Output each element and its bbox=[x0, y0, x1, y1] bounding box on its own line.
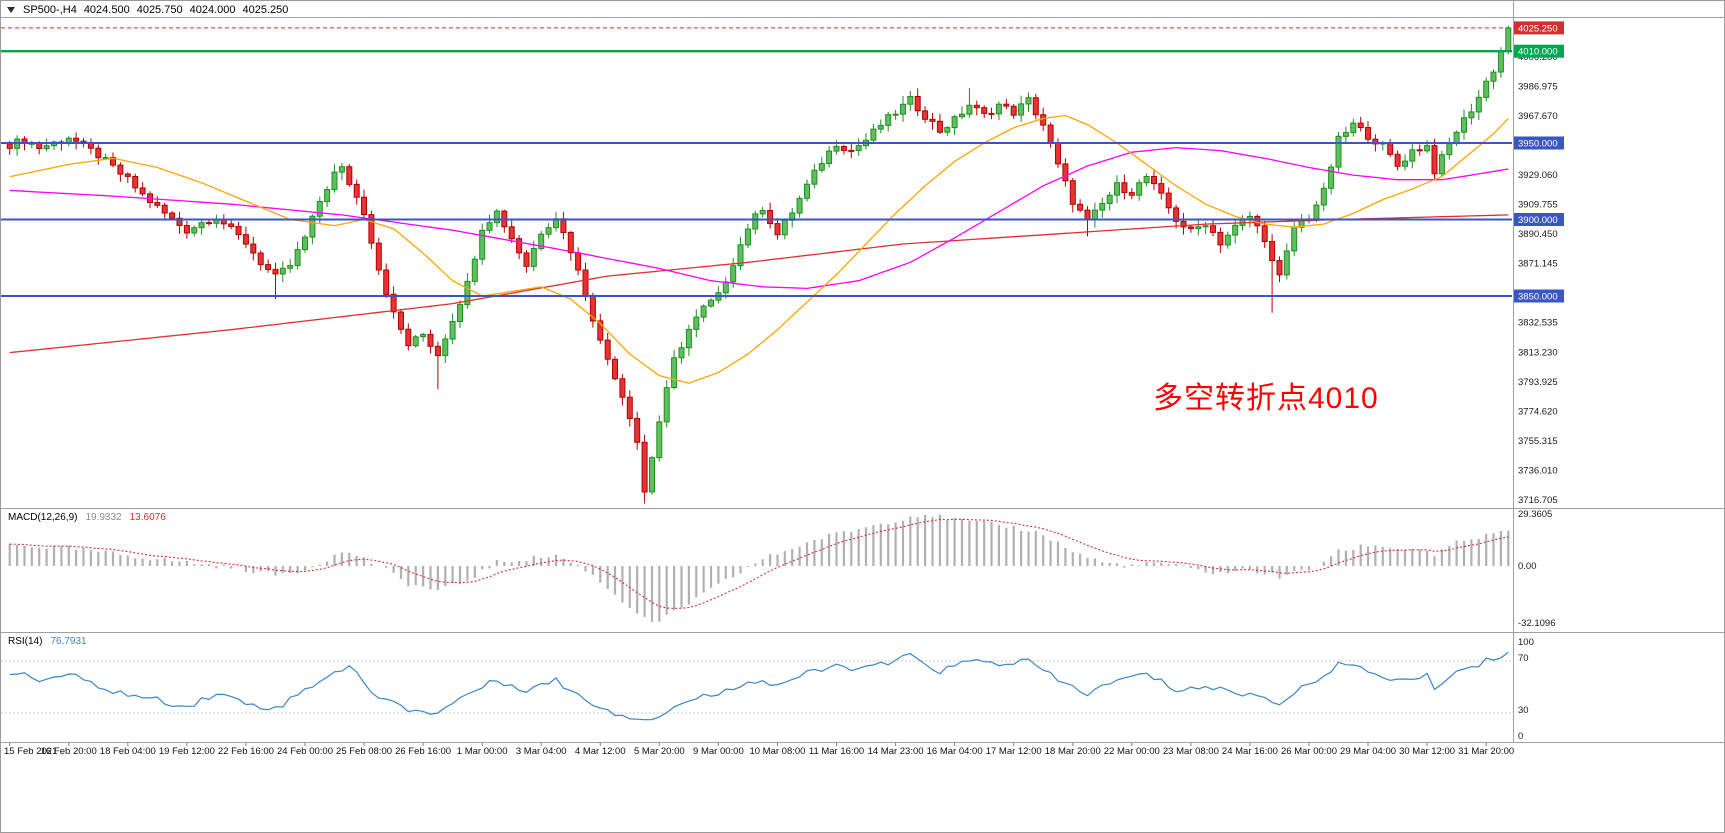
time-axis-label: 11 Mar 16:00 bbox=[808, 746, 865, 757]
ma-slow-red bbox=[9, 214, 1509, 354]
svg-text:3793.925: 3793.925 bbox=[1518, 377, 1558, 388]
svg-text:3755.315: 3755.315 bbox=[1518, 436, 1558, 447]
time-axis-label: 3 Mar 04:00 bbox=[515, 746, 567, 757]
horizontal-levels-layer[interactable] bbox=[1, 50, 1512, 297]
time-axis-label: 31 Mar 20:00 bbox=[1458, 746, 1515, 757]
time-axis-label: 18 Feb 04:00 bbox=[99, 746, 156, 757]
time-axis-label: 17 Mar 12:00 bbox=[985, 746, 1042, 757]
time-axis-label: 10 Mar 08:00 bbox=[749, 746, 806, 757]
rsi-panel[interactable]: 100 70 30 0 bbox=[1, 637, 1534, 742]
svg-text:100: 100 bbox=[1518, 637, 1534, 648]
chart-canvas[interactable]: 4006.2803986.9753967.6703929.0603909.755… bbox=[1, 1, 1725, 761]
macd-indicator-label: MACD(12,26,9) 19.9332 13.6076 bbox=[8, 512, 166, 523]
macd-name: MACD(12,26,9) bbox=[8, 512, 78, 523]
time-axis-label: 26 Mar 00:00 bbox=[1280, 746, 1337, 757]
macd-panel[interactable]: 29.3605 0.00 -32.1096 bbox=[8, 509, 1556, 629]
time-axis-label: 18 Mar 20:00 bbox=[1044, 746, 1101, 757]
ohlc-high: 4025.750 bbox=[136, 4, 183, 16]
time-ticks bbox=[9, 742, 1487, 746]
svg-text:3736.010: 3736.010 bbox=[1518, 465, 1558, 476]
time-axis-label: 5 Mar 20:00 bbox=[633, 746, 685, 757]
svg-text:30: 30 bbox=[1518, 705, 1529, 716]
time-axis-label: 16 Mar 04:00 bbox=[926, 746, 983, 757]
svg-text:0.00: 0.00 bbox=[1518, 561, 1537, 572]
svg-text:3950.000: 3950.000 bbox=[1518, 139, 1558, 150]
svg-text:3774.620: 3774.620 bbox=[1518, 406, 1558, 417]
price-axis[interactable]: 4006.2803986.9753967.6703929.0603909.755… bbox=[1514, 21, 1564, 506]
svg-text:3900.000: 3900.000 bbox=[1518, 215, 1558, 226]
svg-text:3871.145: 3871.145 bbox=[1518, 259, 1558, 270]
time-axis-label: 16 Feb 20:00 bbox=[40, 746, 97, 757]
chart-text-annotation[interactable]: 多空转折点4010 bbox=[1153, 382, 1379, 415]
time-axis-label: 29 Mar 04:00 bbox=[1340, 746, 1397, 757]
time-axis-label: 22 Feb 16:00 bbox=[217, 746, 274, 757]
ohlc-open: 4024.500 bbox=[83, 4, 130, 16]
time-axis-label: 24 Feb 00:00 bbox=[276, 746, 333, 757]
ma-mid-magenta bbox=[9, 146, 1509, 290]
time-axis-label: 4 Mar 12:00 bbox=[574, 746, 626, 757]
svg-text:3986.975: 3986.975 bbox=[1518, 81, 1558, 92]
svg-text:3813.230: 3813.230 bbox=[1518, 347, 1558, 358]
time-axis-label: 9 Mar 00:00 bbox=[693, 746, 744, 757]
svg-text:0: 0 bbox=[1518, 731, 1523, 742]
time-axis-label: 26 Feb 16:00 bbox=[395, 746, 452, 757]
time-axis-label: 14 Mar 23:00 bbox=[867, 746, 924, 757]
rsi-name: RSI(14) bbox=[8, 636, 43, 647]
svg-text:3929.060: 3929.060 bbox=[1518, 170, 1558, 181]
rsi-indicator-label: RSI(14) 76.7931 bbox=[8, 636, 87, 647]
svg-text:-32.1096: -32.1096 bbox=[1518, 618, 1556, 629]
time-axis-label: 30 Mar 12:00 bbox=[1399, 746, 1456, 757]
ohlc-info-line: SP500-,H4 4024.500 4025.750 4024.000 402… bbox=[7, 4, 288, 16]
macd-signal-value: 13.6076 bbox=[129, 512, 166, 523]
time-axis-label: 1 Mar 00:00 bbox=[456, 746, 508, 757]
ohlc-close: 4025.250 bbox=[242, 4, 289, 16]
svg-text:3716.705: 3716.705 bbox=[1518, 495, 1558, 506]
rsi-value: 76.7931 bbox=[50, 636, 87, 647]
time-axis-label: 15 Feb 2021 bbox=[4, 746, 58, 757]
ma-fast-orange bbox=[9, 114, 1509, 384]
time-axis[interactable]: 15 Feb 2021 16 Feb 20:00 18 Feb 04:00 19 Fe… bbox=[1, 743, 1725, 763]
symbol-dropdown-icon[interactable] bbox=[7, 7, 15, 13]
time-axis-label: 19 Feb 12:00 bbox=[158, 746, 215, 757]
svg-text:70: 70 bbox=[1518, 653, 1529, 664]
ohlc-low: 4024.000 bbox=[189, 4, 236, 16]
time-axis-label: 24 Mar 16:00 bbox=[1221, 746, 1278, 757]
time-axis-label: 22 Mar 00:00 bbox=[1103, 746, 1160, 757]
svg-text:3967.670: 3967.670 bbox=[1518, 111, 1558, 122]
svg-text:3890.450: 3890.450 bbox=[1518, 229, 1558, 240]
moving-averages-layer bbox=[9, 114, 1509, 384]
macd-main-value: 19.9332 bbox=[85, 512, 122, 523]
svg-text:3850.000: 3850.000 bbox=[1518, 292, 1558, 303]
candles-layer[interactable] bbox=[6, 25, 1512, 504]
svg-text:4025.250: 4025.250 bbox=[1518, 23, 1558, 34]
time-axis-label: 25 Feb 08:00 bbox=[336, 746, 393, 757]
svg-text:29.3605: 29.3605 bbox=[1518, 509, 1552, 520]
symbol-period: SP500-,H4 bbox=[23, 4, 77, 16]
time-axis-label: 23 Mar 08:00 bbox=[1162, 746, 1219, 757]
panel-separators bbox=[1, 1, 1725, 743]
svg-text:3832.535: 3832.535 bbox=[1518, 318, 1558, 329]
svg-text:4010.000: 4010.000 bbox=[1518, 47, 1558, 58]
svg-text:3909.755: 3909.755 bbox=[1518, 200, 1558, 211]
